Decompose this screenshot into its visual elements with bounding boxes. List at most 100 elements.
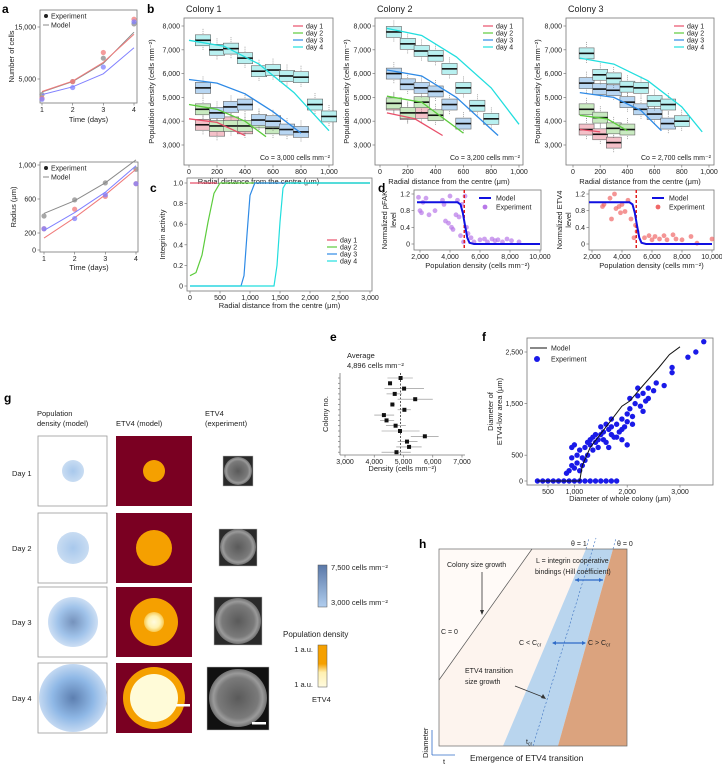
experiment-point bbox=[642, 235, 647, 241]
y-axis-label: Normalized ETV4 bbox=[555, 191, 564, 250]
legend-label: day 1 bbox=[496, 23, 513, 30]
model-line bbox=[43, 168, 137, 239]
experiment-point bbox=[612, 191, 617, 197]
d-etv4-chart: 2,000 4,000 6,000 8,000 10,000 0 0.4 0.8 1.2 Popu… bbox=[555, 189, 722, 270]
average-label: Average bbox=[347, 351, 375, 360]
experiment-point bbox=[72, 206, 78, 212]
experiment-point bbox=[600, 429, 607, 435]
g-header-etv4-exp-l1: ETV4 bbox=[205, 409, 224, 418]
legend-experiment-marker bbox=[44, 166, 48, 170]
experiment-point bbox=[619, 437, 625, 443]
panel-label-a: a bbox=[2, 2, 9, 16]
x-tick-label: 1,000 bbox=[241, 295, 259, 302]
h-theta0-label: θ = 0 bbox=[617, 541, 633, 548]
experiment-point bbox=[423, 195, 429, 201]
h-arrowheads bbox=[552, 641, 586, 645]
panel-label-f: f bbox=[482, 330, 487, 344]
model-line bbox=[43, 165, 137, 231]
legend-experiment: Experiment bbox=[496, 205, 531, 212]
y-tick-label: 4,000 bbox=[353, 119, 371, 126]
x-tick-label: 1,000 bbox=[320, 169, 338, 176]
x-tick-label: 10,000 bbox=[529, 254, 551, 261]
experiment-point bbox=[100, 55, 106, 61]
legend-label: day 4 bbox=[306, 44, 323, 51]
experiment-point bbox=[447, 193, 453, 199]
h-colony-edge-line bbox=[438, 548, 533, 681]
x-tick-label: 1,000 bbox=[510, 169, 528, 176]
y-tick-label: 1,500 bbox=[505, 401, 523, 408]
density-colorbar-title: Population density bbox=[283, 630, 348, 639]
d-pfak-chart: 2,000 4,000 6,000 8,000 10,000 0 0.4 0.8 1.2 Popu… bbox=[380, 189, 551, 270]
experiment-point bbox=[669, 364, 675, 371]
panel-label-c: c bbox=[150, 181, 157, 195]
experiment-point bbox=[462, 193, 468, 199]
model-line-day4 bbox=[188, 39, 330, 132]
experiment-point bbox=[609, 216, 614, 222]
experiment-point bbox=[477, 237, 483, 243]
g-exp-day1-colony bbox=[224, 457, 252, 485]
experiment-point bbox=[571, 465, 578, 471]
scale-bar bbox=[252, 722, 266, 725]
x-tick-label: 2,000 bbox=[618, 489, 636, 496]
plot-frame bbox=[526, 337, 714, 486]
experiment-point bbox=[133, 181, 139, 187]
model-line bbox=[41, 47, 135, 96]
experiment-point bbox=[482, 236, 487, 242]
experiment-point bbox=[613, 434, 620, 440]
y-tick-label: 0.2 bbox=[173, 263, 183, 270]
experiment-point bbox=[608, 424, 615, 430]
h-transition-band bbox=[503, 549, 613, 746]
y-axis-label: ETV4-low area (μm) bbox=[495, 377, 504, 445]
y-axis-label: Normalized pFAK bbox=[380, 191, 389, 249]
experiment-point bbox=[509, 238, 514, 244]
y-axis-label: Population density (cells mm⁻²) bbox=[147, 39, 156, 144]
x-tick-label: 4,000 bbox=[613, 254, 631, 261]
experiment-point bbox=[582, 478, 588, 484]
h-tcr: t bbox=[526, 739, 528, 746]
mean-marker bbox=[398, 376, 403, 380]
y-tick-label: 0.8 bbox=[173, 201, 183, 208]
h-arrowhead bbox=[480, 610, 484, 615]
experiment-point bbox=[446, 220, 451, 226]
integrin-line-day2 bbox=[189, 182, 370, 277]
experiment-point bbox=[606, 444, 612, 451]
model-line-day2 bbox=[579, 114, 628, 132]
legend-label: day 4 bbox=[687, 44, 704, 51]
x-tick-label: 2 bbox=[73, 256, 77, 263]
model-line bbox=[537, 346, 681, 482]
panel-h-diagram: θ = 1 θ = 0 L = integrin cooperative bin… bbox=[421, 537, 633, 766]
h-axis-x-label: t bbox=[443, 757, 446, 766]
x-tick-label: 2,000 bbox=[411, 254, 429, 261]
experiment-point bbox=[72, 197, 78, 203]
h-etv4-growth-label-2: size growth bbox=[465, 679, 501, 686]
x-tick-label: 1,000 bbox=[566, 489, 584, 496]
scale-bar bbox=[176, 704, 190, 707]
legend-model: Model bbox=[496, 196, 516, 203]
x-tick-label: 800 bbox=[676, 169, 688, 176]
x-tick-label: 4 bbox=[134, 256, 138, 263]
h-theta1-line bbox=[532, 537, 597, 747]
x-tick-label: 6,000 bbox=[471, 254, 489, 261]
legend-model: Model bbox=[51, 175, 71, 182]
experiment-point bbox=[631, 235, 637, 241]
experiment-point bbox=[102, 192, 108, 198]
experiment-point bbox=[504, 236, 510, 242]
x-tick-label: 200 bbox=[594, 169, 606, 176]
x-axis-label: Time (days) bbox=[69, 115, 109, 124]
experiment-point bbox=[566, 467, 572, 474]
y-tick-label: 15,000 bbox=[15, 25, 37, 32]
panel-label-g: g bbox=[4, 391, 11, 405]
legend-experiment: Experiment bbox=[669, 205, 704, 212]
e-density-chart: 3,000 4,000 5,000 6,000 7,000 Density (cells … bbox=[321, 351, 471, 473]
y-axis-label: Radius (μm) bbox=[9, 186, 18, 227]
x-tick-label: 8,000 bbox=[501, 254, 519, 261]
g-header-etv4-exp-l2: (experiment) bbox=[205, 419, 248, 428]
x-axis-label: Density (cells mm⁻²) bbox=[368, 464, 437, 473]
density-colorbar-max: 7,500 cells mm⁻² bbox=[331, 563, 388, 572]
integrin-line-day3 bbox=[190, 182, 370, 287]
experiment-point bbox=[582, 444, 588, 451]
y-tick-label: 2,500 bbox=[505, 350, 523, 357]
panel-label-h: h bbox=[419, 537, 426, 551]
y-axis-label: Colony no. bbox=[321, 396, 330, 432]
x-tick-label: 800 bbox=[485, 169, 497, 176]
